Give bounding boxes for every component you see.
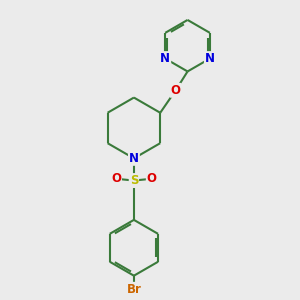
Text: N: N [129, 152, 139, 165]
Text: S: S [130, 174, 138, 187]
Text: Br: Br [127, 283, 141, 296]
Text: N: N [160, 52, 170, 65]
Text: O: O [171, 84, 181, 97]
Text: O: O [111, 172, 121, 185]
Text: N: N [205, 52, 215, 65]
Text: O: O [147, 172, 157, 185]
